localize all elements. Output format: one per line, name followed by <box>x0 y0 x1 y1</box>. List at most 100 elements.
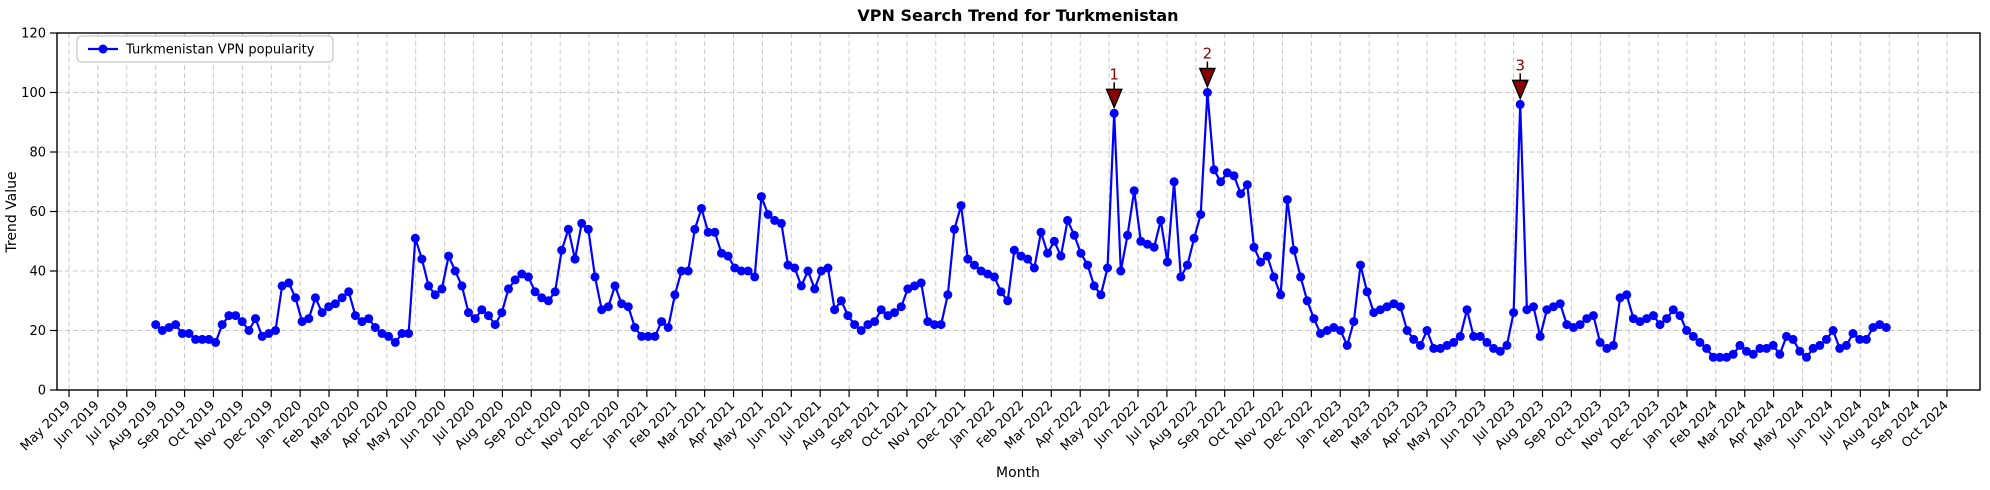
data-point <box>1768 340 1778 350</box>
data-point <box>151 320 161 330</box>
data-point <box>1668 305 1678 315</box>
data-point <box>1382 302 1392 312</box>
data-point <box>390 337 400 347</box>
data-point <box>1342 340 1352 350</box>
data-point <box>610 281 620 291</box>
data-point <box>943 290 953 300</box>
data-point <box>876 305 886 315</box>
data-point <box>1023 254 1033 264</box>
data-point <box>1149 242 1159 252</box>
data-point <box>796 281 806 291</box>
data-point <box>1083 260 1093 270</box>
data-point <box>910 281 919 291</box>
data-point <box>1276 290 1286 300</box>
data-point <box>1302 296 1312 306</box>
data-point <box>271 326 280 335</box>
data-point <box>1123 230 1132 240</box>
y-tick-label: 0 <box>38 384 46 399</box>
data-point <box>1069 230 1079 240</box>
data-point <box>577 218 587 228</box>
data-point <box>1129 186 1139 196</box>
data-point <box>790 263 800 273</box>
data-point <box>1595 337 1605 347</box>
data-point <box>1349 317 1359 327</box>
data-point <box>1622 290 1632 300</box>
data-point <box>896 302 906 312</box>
data-point <box>510 275 520 285</box>
data-point <box>1282 195 1292 205</box>
data-point <box>490 320 500 330</box>
data-point <box>623 302 633 312</box>
data-point <box>1455 331 1465 341</box>
data-point <box>1555 299 1565 309</box>
legend-entry-label: Turkmenistan VPN popularity <box>125 43 315 58</box>
data-point <box>1462 305 1472 315</box>
data-point <box>1003 296 1013 306</box>
data-point <box>1449 337 1459 347</box>
data-point <box>1262 251 1272 261</box>
data-point <box>1788 334 1798 344</box>
data-point <box>1608 340 1618 350</box>
data-point <box>903 284 913 294</box>
data-point <box>1216 177 1226 187</box>
data-point <box>963 254 973 264</box>
data-point <box>284 278 294 288</box>
data-point <box>397 329 407 338</box>
data-point <box>530 287 540 297</box>
data-point <box>370 323 380 332</box>
data-point <box>417 254 427 264</box>
data-point <box>1742 346 1751 356</box>
data-point <box>1588 311 1598 321</box>
data-point <box>224 311 234 321</box>
data-point <box>1242 180 1252 190</box>
data-point <box>1841 340 1851 350</box>
data-point <box>870 317 880 327</box>
data-point <box>251 314 260 324</box>
data-point <box>1662 314 1672 324</box>
data-point <box>916 278 926 288</box>
data-point <box>989 272 999 282</box>
annotation-layer: 1 2 3 <box>1105 45 1529 110</box>
data-point <box>743 266 753 276</box>
data-point <box>410 233 420 243</box>
annotation-number: 2 <box>1203 45 1213 63</box>
data-point <box>184 329 194 338</box>
data-point <box>1715 352 1725 362</box>
data-point <box>477 305 487 315</box>
data-point <box>856 326 866 335</box>
data-point <box>1189 233 1199 243</box>
data-point <box>450 266 460 276</box>
data-point <box>956 201 966 211</box>
data-point <box>231 311 241 321</box>
data-point <box>1688 331 1698 341</box>
data-point <box>1855 334 1865 344</box>
data-point <box>969 260 979 270</box>
y-axis-label: Trend Value <box>4 171 20 253</box>
legend-box <box>76 35 334 63</box>
data-point <box>1475 331 1485 341</box>
data-point <box>197 334 207 344</box>
data-point <box>1156 215 1166 225</box>
data-point <box>1795 346 1805 356</box>
y-tick-label: 20 <box>29 324 46 339</box>
data-point <box>1728 349 1738 359</box>
data-point <box>690 224 700 234</box>
data-point <box>563 224 573 234</box>
data-point <box>1735 340 1745 350</box>
data-point <box>211 337 221 347</box>
data-point <box>710 227 720 237</box>
data-point <box>843 311 853 321</box>
data-point <box>770 215 780 225</box>
data-point <box>1482 337 1492 347</box>
data-point <box>1356 260 1365 270</box>
data-point <box>430 290 440 300</box>
data-point <box>657 317 667 327</box>
data-point <box>550 287 560 297</box>
data-point <box>890 308 899 318</box>
event-marker-icon <box>1198 67 1217 89</box>
data-point <box>816 266 826 276</box>
y-tick-label: 100 <box>21 86 46 101</box>
data-point <box>291 293 300 303</box>
data-point <box>237 317 247 327</box>
